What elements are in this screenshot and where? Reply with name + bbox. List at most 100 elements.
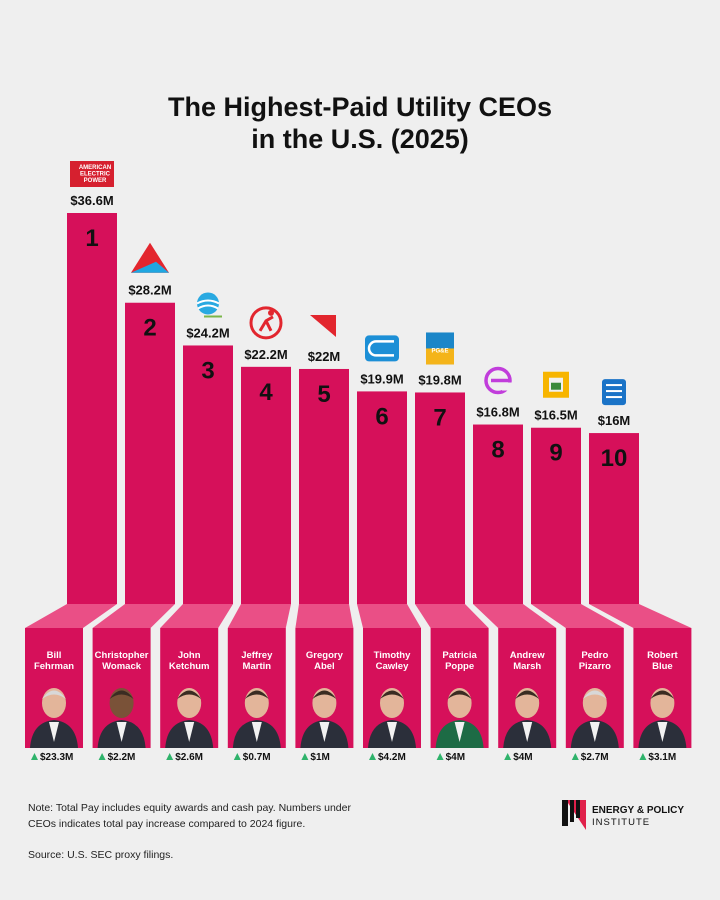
ceo-last-name-4: Martin	[243, 661, 272, 672]
increase-label-5: $1M	[310, 752, 329, 763]
ceo-first-name-6: Timothy	[374, 650, 411, 661]
southern-company-logo	[131, 242, 169, 273]
increase-arrow-4	[233, 753, 241, 760]
bar-base-4	[227, 604, 291, 628]
increase-arrow-5	[301, 753, 309, 760]
increase-label-9: $2.7M	[581, 752, 609, 763]
note-line-2: CEOs indicates total pay increase compar…	[28, 818, 305, 830]
rank-label-2: 2	[143, 315, 156, 342]
ceo-photo-2	[97, 688, 146, 748]
ceo-first-name-3: John	[178, 650, 201, 661]
rank-label-8: 8	[491, 437, 504, 464]
value-label-9: $16.5M	[534, 408, 577, 423]
increase-label-1: $23.3M	[40, 752, 73, 763]
increase-arrow-2	[98, 753, 106, 760]
value-label-3: $24.2M	[186, 325, 229, 340]
bar-base-1	[25, 604, 117, 628]
exelon-logo	[484, 366, 512, 395]
ceo-last-name-9: Pizarro	[579, 661, 611, 672]
bar-4	[241, 366, 291, 604]
brand-sub: INSTITUTE	[592, 817, 650, 828]
bar-9	[531, 427, 581, 604]
brand-name: ENERGY & POLICY	[592, 805, 684, 816]
ceo-first-name-10: Robert	[647, 650, 678, 661]
increase-arrow-7	[436, 753, 444, 760]
bar-base-10	[589, 604, 692, 628]
svg-text:AMERICAN: AMERICAN	[79, 165, 111, 171]
note-line-1: Note: Total Pay includes equity awards a…	[28, 802, 351, 814]
ceo-last-name-8: Marsh	[513, 661, 541, 672]
berkshire-hathaway-energy-logo	[310, 314, 336, 337]
rank-label-7: 7	[433, 404, 446, 431]
increase-label-10: $3.1M	[648, 752, 676, 763]
rank-label-9: 9	[549, 440, 562, 467]
bar-base-3	[160, 604, 233, 628]
ceo-photo-5	[300, 688, 349, 748]
ceo-last-name-10: Blue	[652, 661, 673, 672]
edison-international-logo	[543, 371, 569, 398]
increase-label-4: $0.7M	[243, 752, 271, 763]
rank-label-5: 5	[317, 381, 330, 408]
ceo-last-name-7: Poppe	[445, 661, 474, 672]
value-label-6: $19.9M	[360, 371, 403, 386]
increase-label-3: $2.6M	[175, 752, 203, 763]
bar-2	[125, 302, 175, 604]
value-label-1: $36.6M	[70, 193, 113, 208]
sempra-logo	[249, 306, 283, 340]
rank-label-10: 10	[601, 445, 628, 472]
ceo-last-name-1: Fehrman	[34, 661, 74, 672]
value-label-7: $19.8M	[418, 372, 461, 387]
increase-arrow-10	[639, 753, 647, 760]
value-label-2: $28.2M	[128, 283, 171, 298]
ceo-photo-9	[570, 688, 619, 748]
dominion-energy-logo	[602, 379, 626, 406]
increase-label-6: $4.2M	[378, 752, 406, 763]
ceo-last-name-6: Cawley	[376, 661, 409, 672]
con-edison-logo	[365, 335, 399, 362]
bar-base-9	[531, 604, 624, 628]
ceo-photo-4	[232, 688, 281, 748]
bar-base-5	[295, 604, 354, 628]
bar-3	[183, 345, 233, 604]
increase-arrow-8	[504, 753, 512, 760]
increase-label-7: $4M	[446, 752, 465, 763]
svg-text:ELECTRIC: ELECTRIC	[80, 172, 111, 178]
ceo-photo-8	[503, 688, 552, 748]
rank-label-1: 1	[85, 225, 98, 252]
rank-label-3: 3	[201, 357, 214, 384]
chart-title-line-1: The Highest-Paid Utility CEOs	[168, 92, 552, 122]
ceo-first-name-8: Andrew	[510, 650, 545, 661]
bar-1	[67, 213, 117, 604]
ceo-photo-10	[638, 688, 687, 748]
ceo-last-name-2: Womack	[102, 661, 142, 672]
bar-base-6	[357, 604, 421, 628]
ceo-first-name-2: Christopher	[95, 650, 149, 661]
bar-6	[357, 391, 407, 604]
bar-5	[299, 368, 349, 604]
increase-arrow-1	[31, 753, 38, 760]
svg-text:POWER: POWER	[84, 178, 107, 184]
value-label-5: $22M	[308, 349, 341, 364]
bar-base-2	[92, 604, 175, 628]
ceo-first-name-9: Pedro	[581, 650, 608, 661]
rank-label-4: 4	[259, 379, 273, 406]
source-note: Source: U.S. SEC proxy filings.	[28, 849, 173, 861]
nextera-energy-logo	[196, 292, 222, 318]
ceo-first-name-4: Jeffrey	[241, 650, 273, 661]
chart-title-line-2: in the U.S. (2025)	[251, 124, 469, 154]
increase-label-2: $2.2M	[108, 752, 136, 763]
increase-arrow-9	[571, 753, 579, 760]
ceo-first-name-7: Patricia	[442, 650, 477, 661]
ceo-last-name-3: Ketchum	[169, 661, 210, 672]
value-label-10: $16M	[598, 413, 631, 428]
bar-10	[589, 433, 639, 604]
value-label-4: $22.2M	[244, 347, 287, 362]
ceo-last-name-5: Abel	[314, 661, 335, 672]
increase-arrow-3	[166, 753, 174, 760]
rank-label-6: 6	[375, 403, 388, 430]
ceo-photo-6	[368, 688, 416, 748]
energy-policy-institute-logo	[562, 800, 586, 830]
increase-label-8: $4M	[513, 752, 532, 763]
